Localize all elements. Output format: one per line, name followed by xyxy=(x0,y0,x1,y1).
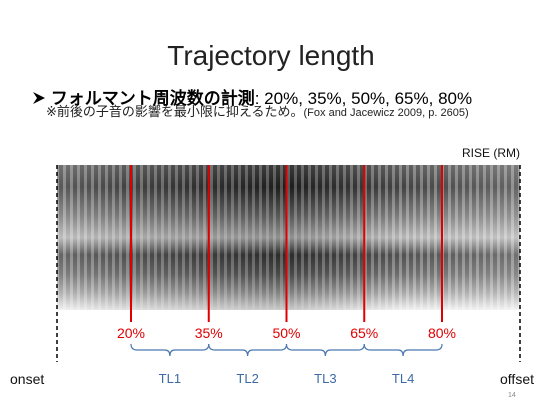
segment-label: TL2 xyxy=(236,371,258,386)
page-number: 14 xyxy=(508,392,516,399)
marker-label: 50% xyxy=(272,325,300,341)
segment-brace xyxy=(209,344,287,356)
segment-label: TL3 xyxy=(314,371,336,386)
marker-label: 80% xyxy=(428,325,456,341)
marker-label: 35% xyxy=(195,325,223,341)
marker-label: 65% xyxy=(350,325,378,341)
offset-label: offset xyxy=(500,371,534,387)
segment-brace xyxy=(287,344,365,356)
spectrogram-shading xyxy=(57,165,520,310)
spectrogram-figure: onset offset 14 20% 35% 50% 65% 80% TL1 TL2 TL3… xyxy=(0,0,542,409)
segment-label: TL4 xyxy=(392,371,414,386)
segment-brace xyxy=(364,344,442,356)
marker-label: 20% xyxy=(117,325,145,341)
onset-label: onset xyxy=(10,371,44,387)
slide: Trajectory length フォルマント周波数の計測: 20%, 35%… xyxy=(0,0,542,409)
segment-brace xyxy=(131,344,209,356)
segment-label: TL1 xyxy=(159,371,181,386)
